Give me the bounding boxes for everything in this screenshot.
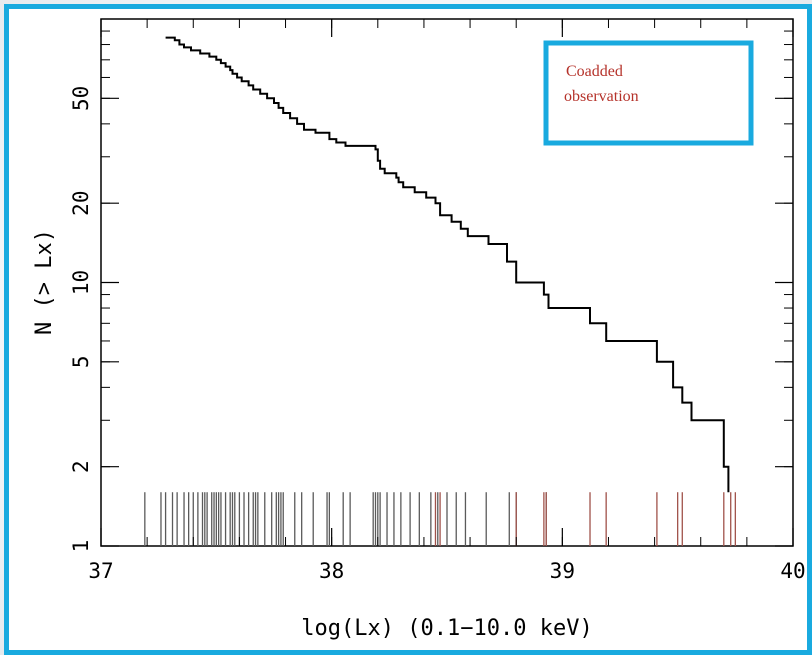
y-tick-label: 5 — [69, 355, 93, 368]
y-tick-label: 10 — [69, 270, 93, 295]
y-tick-label: 20 — [69, 191, 93, 216]
legend-line-2: observation — [564, 88, 639, 105]
y-tick-label: 2 — [69, 460, 93, 473]
legend-box — [543, 40, 754, 146]
chart-frame: 37 38 39 40 1 2 5 10 20 50 log(Lx) (0.1−10.0 keV)… — [4, 4, 812, 655]
y-tick-label: 50 — [69, 86, 93, 111]
x-tick-label: 37 — [88, 559, 113, 583]
axis-ticks: 37 38 39 40 1 2 5 10 20 50 — [69, 19, 806, 583]
cumulative-step-line — [165, 36, 730, 493]
x-tick-label: 38 — [319, 559, 344, 583]
cumulative-luminosity-chart: 37 38 39 40 1 2 5 10 20 50 log(Lx) (0.1−10.0 keV)… — [32, 18, 806, 641]
legend-line-1: Coadded — [566, 63, 623, 80]
luminosity-rug — [144, 492, 736, 546]
y-tick-label: 1 — [69, 540, 93, 553]
x-tick-label: 40 — [780, 559, 805, 583]
x-tick-label: 39 — [550, 559, 575, 583]
y-axis-label: N (> Lx) — [32, 229, 57, 335]
x-axis-label: log(Lx) (0.1−10.0 keV) — [301, 616, 592, 641]
